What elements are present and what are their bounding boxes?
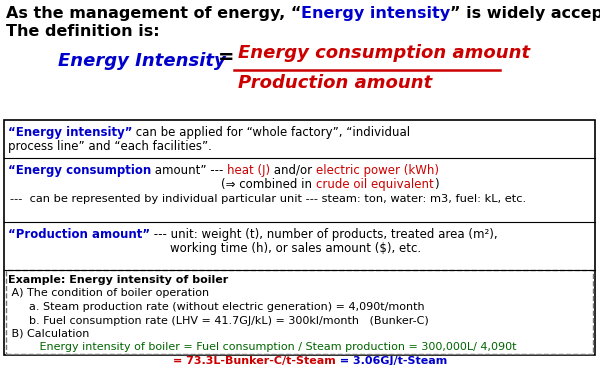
Text: Energy Intensity: Energy Intensity bbox=[58, 52, 226, 70]
Text: (⇒ combined in: (⇒ combined in bbox=[221, 178, 316, 191]
Text: A) The condition of boiler operation: A) The condition of boiler operation bbox=[8, 288, 209, 299]
Text: and/or: and/or bbox=[271, 164, 316, 177]
Text: b. Fuel consumption rate (LHV = 41.7GJ/kL) = 300kl/month   (Bunker-C): b. Fuel consumption rate (LHV = 41.7GJ/k… bbox=[8, 315, 429, 326]
Text: The definition is:: The definition is: bbox=[6, 24, 160, 39]
Text: a. Steam production rate (without electric generation) = 4,090t/month: a. Steam production rate (without electr… bbox=[8, 302, 425, 312]
Text: B) Calculation: B) Calculation bbox=[8, 329, 89, 339]
Text: working time (h), or sales amount ($), etc.: working time (h), or sales amount ($), e… bbox=[170, 242, 421, 255]
Text: can be applied for “whole factory”, “individual: can be applied for “whole factory”, “ind… bbox=[133, 126, 410, 139]
Text: amount” ---: amount” --- bbox=[151, 164, 227, 177]
Text: --- unit: weight (t), number of products, treated area (m²),: --- unit: weight (t), number of products… bbox=[150, 228, 498, 241]
Text: heat (J): heat (J) bbox=[227, 164, 271, 177]
Text: As the management of energy, “: As the management of energy, “ bbox=[6, 6, 301, 21]
Text: crude oil equivalent: crude oil equivalent bbox=[316, 178, 434, 191]
Text: Energy consumption amount: Energy consumption amount bbox=[238, 44, 530, 62]
Text: Energy intensity: Energy intensity bbox=[301, 6, 451, 21]
Text: =: = bbox=[218, 48, 235, 67]
Text: = 3.06GJ/t-Steam: = 3.06GJ/t-Steam bbox=[336, 356, 447, 365]
Text: Example: Energy intensity of boiler: Example: Energy intensity of boiler bbox=[8, 275, 228, 285]
Text: “Energy consumption: “Energy consumption bbox=[8, 164, 151, 177]
Text: ---  can be represented by individual particular unit --- steam: ton, water: m3,: --- can be represented by individual par… bbox=[10, 194, 526, 204]
Text: “Production amount”: “Production amount” bbox=[8, 228, 150, 241]
Text: = 73.3L-Bunker-C/t-Steam: = 73.3L-Bunker-C/t-Steam bbox=[173, 356, 336, 365]
Text: ” is widely accepted.: ” is widely accepted. bbox=[451, 6, 600, 21]
Bar bbox=[4, 120, 595, 355]
Text: electric power (kWh): electric power (kWh) bbox=[316, 164, 439, 177]
Text: “Energy intensity”: “Energy intensity” bbox=[8, 126, 133, 139]
Text: Energy intensity of boiler = Fuel consumption / Steam production = 300,000L/ 4,0: Energy intensity of boiler = Fuel consum… bbox=[8, 342, 517, 353]
Text: process line” and “each facilities”.: process line” and “each facilities”. bbox=[8, 140, 212, 153]
Text: ): ) bbox=[434, 178, 439, 191]
Bar bbox=[6, 270, 593, 354]
Text: Production amount: Production amount bbox=[238, 74, 432, 92]
